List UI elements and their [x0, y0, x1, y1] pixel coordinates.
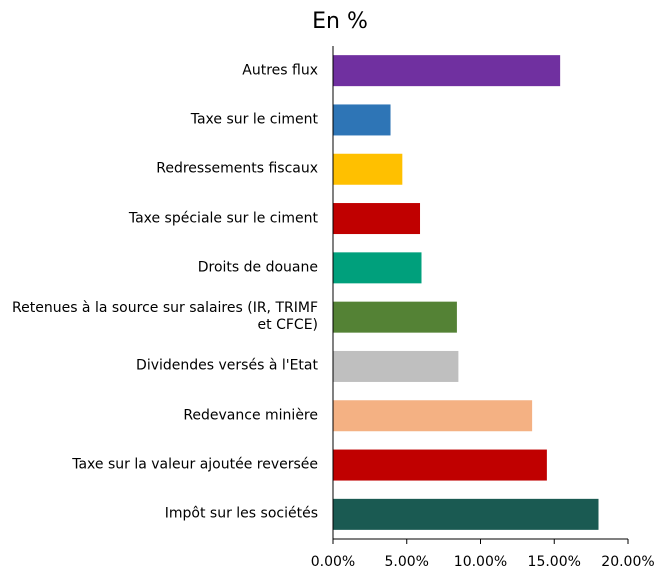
- bar: [333, 203, 421, 235]
- x-tick-label: 10.00%: [454, 554, 507, 570]
- bar: [333, 498, 599, 530]
- y-tick-label: Impôt sur les sociétés: [164, 505, 318, 522]
- bar: [333, 301, 457, 333]
- bar: [333, 449, 547, 481]
- y-tick-label: Redressements fiscaux: [156, 160, 318, 177]
- y-tick-label: Taxe sur la valeur ajoutée reversée: [72, 456, 318, 473]
- y-tick-label: Droits de douane: [197, 259, 318, 276]
- bar: [333, 55, 561, 87]
- x-tick-label: 0.00%: [311, 554, 355, 570]
- x-tick-label: 15.00%: [528, 554, 581, 570]
- x-tick-label: 20.00%: [601, 554, 654, 570]
- y-tick-label: Taxe spéciale sur le ciment: [128, 210, 318, 227]
- y-tick-label: Redevance minière: [183, 407, 318, 424]
- y-tick-label: Dividendes versés à l'Etat: [136, 357, 318, 374]
- chart-title: En %: [312, 9, 368, 34]
- bar: [333, 153, 403, 185]
- y-tick-label: Retenues à la source sur salaires (IR, T…: [12, 300, 318, 334]
- bar: [333, 400, 533, 432]
- x-tick-label: 5.00%: [385, 554, 429, 570]
- bar: [333, 104, 391, 136]
- bar: [333, 350, 459, 382]
- bar: [333, 252, 422, 284]
- y-tick-label: Autres flux: [242, 62, 318, 79]
- y-tick-label: Taxe sur le ciment: [190, 111, 318, 128]
